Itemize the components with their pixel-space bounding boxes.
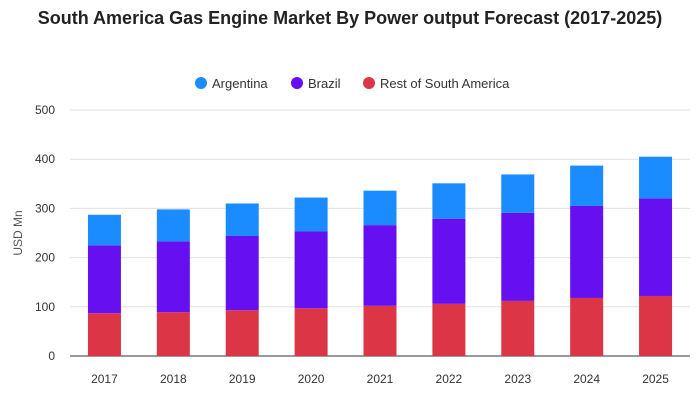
legend-label: Argentina: [212, 76, 268, 91]
bar-rest-of-south-america-2025: [639, 295, 673, 356]
x-tick-label: 2019: [229, 372, 256, 386]
legend-marker: [291, 77, 303, 89]
legend-label: Rest of South America: [380, 76, 510, 91]
legend: Argentina Brazil Rest of South America: [195, 76, 510, 91]
x-tick-label: 2018: [160, 372, 187, 386]
legend-marker: [363, 77, 375, 89]
bar-brazil-2018: [156, 241, 190, 313]
bar-rest-of-south-america-2017: [87, 313, 121, 356]
bar-argentina-2018: [156, 209, 190, 242]
bar-argentina-2023: [501, 174, 535, 213]
bar-argentina-2017: [87, 214, 121, 246]
bar-argentina-2019: [225, 203, 259, 236]
x-tick-label: 2017: [91, 372, 118, 386]
y-axis-ticks: 0 100 200 300 400 500: [35, 103, 55, 363]
x-tick-label: 2025: [642, 372, 669, 386]
bars: [87, 156, 673, 356]
bar-argentina-2020: [294, 197, 328, 232]
x-tick-label: 2021: [367, 372, 394, 386]
bar-brazil-2023: [501, 212, 535, 301]
y-axis-label: USD Mn: [11, 210, 25, 255]
bar-brazil-2020: [294, 231, 328, 309]
x-tick-label: 2022: [436, 372, 463, 386]
y-tick-label: 300: [35, 201, 55, 215]
bar-argentina-2025: [639, 156, 673, 199]
x-tick-label: 2024: [573, 372, 600, 386]
bar-brazil-2019: [225, 235, 259, 311]
bar-brazil-2025: [639, 198, 673, 296]
x-tick-label: 2023: [504, 372, 531, 386]
bar-argentina-2024: [570, 165, 604, 206]
bar-argentina-2022: [432, 183, 466, 219]
bar-brazil-2021: [363, 225, 397, 306]
bar-brazil-2024: [570, 205, 604, 298]
bar-argentina-2021: [363, 190, 397, 226]
x-axis-ticks: 2017 2018 2019 2020 2021 2022 2023 2024 2025: [91, 372, 669, 386]
bar-brazil-2022: [432, 218, 466, 304]
bar-rest-of-south-america-2021: [363, 305, 397, 356]
bar-rest-of-south-america-2019: [225, 310, 259, 356]
legend-label: Brazil: [308, 76, 341, 91]
bar-rest-of-south-america-2023: [501, 300, 535, 356]
y-tick-label: 500: [35, 103, 55, 117]
bar-rest-of-south-america-2018: [156, 312, 190, 356]
y-tick-label: 100: [35, 300, 55, 314]
bar-brazil-2017: [87, 245, 121, 314]
legend-marker: [195, 77, 207, 89]
y-tick-label: 200: [35, 251, 55, 265]
bar-rest-of-south-america-2020: [294, 308, 328, 356]
bar-rest-of-south-america-2022: [432, 303, 466, 356]
chart-title: South America Gas Engine Market By Power…: [37, 8, 663, 28]
bar-rest-of-south-america-2024: [570, 297, 604, 356]
y-tick-label: 400: [35, 152, 55, 166]
x-tick-label: 2020: [298, 372, 325, 386]
y-tick-label: 0: [48, 349, 55, 363]
